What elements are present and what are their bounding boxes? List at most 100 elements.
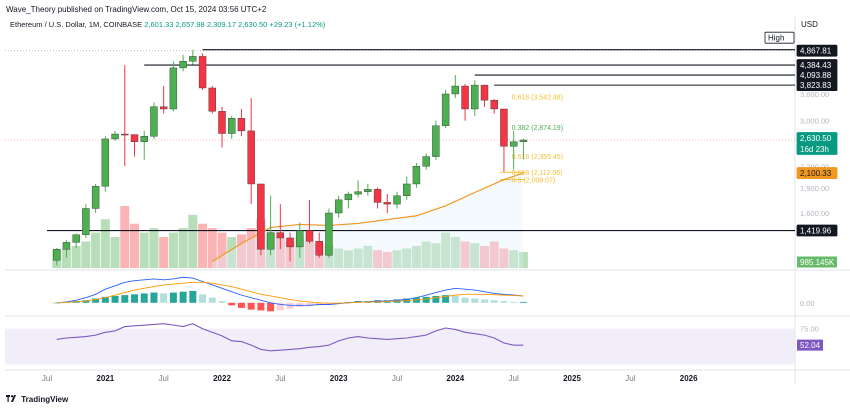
rsi-label-box <box>797 339 823 351</box>
volume-bar <box>110 237 120 268</box>
macd-histogram-bar <box>228 302 236 306</box>
macd-histogram-bar <box>160 293 168 303</box>
volume-bar <box>246 228 256 268</box>
volume-bar <box>460 241 470 268</box>
candle-body <box>130 134 139 142</box>
volume-bar <box>421 241 431 268</box>
volume-bar <box>382 252 392 268</box>
volume-bar <box>130 223 139 268</box>
candle-body <box>334 199 343 214</box>
macd-histogram-bar <box>490 300 498 303</box>
ema-line <box>211 172 524 262</box>
macd-panel <box>5 271 795 315</box>
price-axis-label: 4,384.43 <box>796 59 838 71</box>
volume-bar <box>334 248 344 268</box>
candle-body <box>509 141 518 147</box>
volume-bar <box>120 206 130 268</box>
price-label-text: 2,100.33 <box>800 169 832 178</box>
x-tick-label: Jul <box>392 374 402 383</box>
candle-body <box>364 189 372 192</box>
macd-histogram-bar <box>267 302 275 312</box>
price-label-box <box>796 44 838 57</box>
volume-bar <box>227 237 237 268</box>
y-tick-label: 1,600.00 <box>800 209 829 218</box>
macd-histogram-bar <box>150 292 158 303</box>
volume-label-box <box>797 256 837 268</box>
candle-body <box>422 156 430 167</box>
rsi-band <box>5 328 795 365</box>
volume-bar <box>305 241 314 268</box>
candle-body <box>325 212 333 256</box>
price-axis-label: 3,823.83 <box>796 79 838 92</box>
macd-histogram-bar <box>471 298 479 303</box>
macd-histogram-bar <box>189 290 197 303</box>
price-label-box <box>764 31 795 44</box>
x-tick-label: 2021 <box>96 374 114 383</box>
price-label-text: 16d 23h <box>800 145 829 154</box>
candle-body <box>471 84 479 110</box>
volume-bar <box>81 241 91 268</box>
volume-bar <box>470 243 480 268</box>
price-label-text: 3,823.83 <box>800 81 832 90</box>
candle-body <box>62 242 71 250</box>
price-axis-label: High <box>764 31 795 44</box>
candle-body <box>111 133 119 140</box>
candle-body <box>150 106 158 137</box>
candle-body <box>53 249 61 261</box>
volume-bar <box>450 237 460 268</box>
x-tick-label: 2025 <box>563 374 581 383</box>
price-label-text: 1,419.96 <box>800 227 832 236</box>
volume-bar <box>402 248 412 268</box>
volume-bar <box>392 250 402 268</box>
candle-body <box>247 130 255 185</box>
candle-body <box>218 111 226 134</box>
volume-bar <box>509 250 519 268</box>
candle-body <box>266 232 275 250</box>
candle-body <box>286 237 294 248</box>
price-axis-label: 4,867.81 <box>796 44 838 57</box>
x-tick-label: Jul <box>42 374 52 383</box>
price-axis-label: 2,630.50 <box>796 132 838 144</box>
macd-histogram-bar <box>121 295 129 303</box>
candle-body <box>441 93 450 126</box>
price-label-box <box>796 143 838 155</box>
y-tick-label: 3,000.00 <box>800 117 829 126</box>
macd-histogram-bar <box>218 301 226 303</box>
macd-histogram-bar <box>208 297 216 303</box>
macd-line <box>56 276 524 306</box>
candle-body <box>519 139 528 142</box>
x-tick-label: Jul <box>509 374 519 383</box>
candle-body <box>237 118 246 132</box>
tradingview-logo-icon <box>6 395 16 402</box>
x-tick-label: 2023 <box>330 374 348 383</box>
price-label-text: 4,867.81 <box>800 47 832 56</box>
macd-histogram-bar <box>451 295 459 303</box>
volume-bar <box>236 234 246 268</box>
currency-label: USD <box>801 20 818 29</box>
candle-body <box>72 234 80 243</box>
price-axis-label: 2,100.33 <box>796 167 838 179</box>
symbol-name: Ethereum / U.S. Dollar, 1M, COINBASE <box>10 20 143 29</box>
volume-bar <box>441 232 451 268</box>
candle-body <box>159 106 168 110</box>
candle-body <box>179 61 187 69</box>
volume-bar <box>411 245 421 268</box>
macd-histogram-bar <box>131 294 138 303</box>
symbol-legend: Ethereum / U.S. Dollar, 1M, COINBASE 2,6… <box>10 20 325 29</box>
candle-body <box>480 84 489 101</box>
fib-level-label: 0.5 (2,008.07) <box>512 178 556 185</box>
macd-histogram-bar <box>519 301 527 303</box>
x-tick-label: 2022 <box>213 374 231 383</box>
candle-body <box>315 241 323 256</box>
macd-histogram-bar <box>442 295 450 303</box>
y-tick-label: 2,200.00 <box>800 162 829 171</box>
macd-histogram-bar <box>237 302 245 308</box>
candle-body <box>305 230 314 242</box>
candle-body <box>189 56 197 62</box>
candle-body <box>208 87 216 112</box>
volume-last-label: 985.145K <box>800 258 835 267</box>
price-label-text: 4,093.88 <box>800 71 832 80</box>
x-tick-label: Jul <box>275 374 285 383</box>
candle-body <box>354 191 362 195</box>
